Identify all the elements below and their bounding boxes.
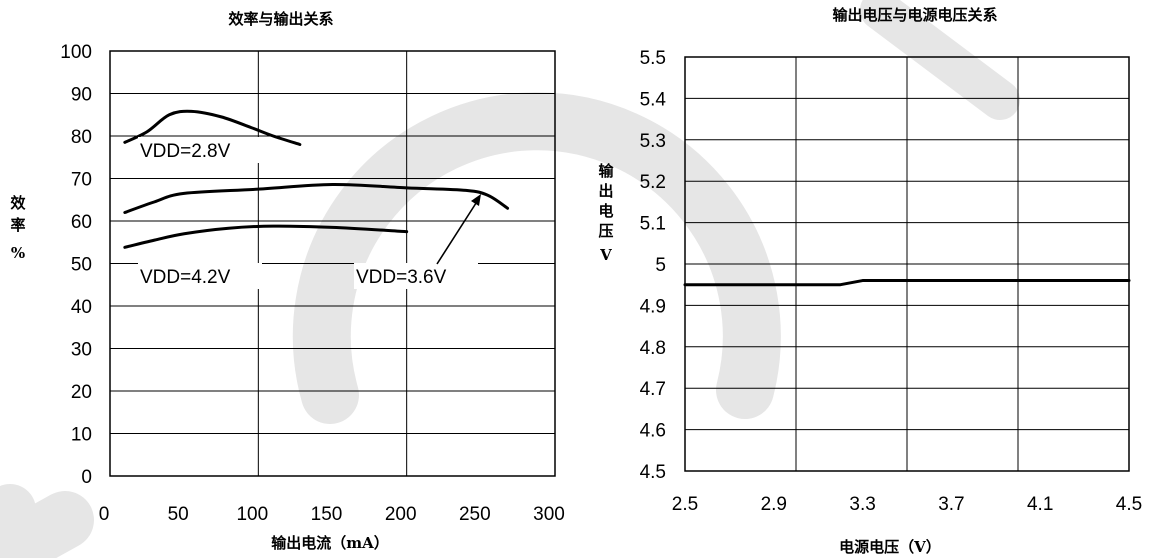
efficiency-series-group bbox=[123, 109, 510, 249]
output-voltage-x-tick-label: 3.7 bbox=[938, 494, 964, 515]
vdd42-label: VDD=4.2V bbox=[140, 267, 231, 288]
efficiency-y-tick-label: 50 bbox=[71, 255, 92, 276]
efficiency-y-tick-label: 10 bbox=[71, 425, 92, 446]
vdd42-label-bg bbox=[138, 263, 262, 289]
efficiency-chart: 效率与输出关系 0 10 20 30 40 50 60 70 80 90 100 0 50 100 150… bbox=[10, 10, 564, 552]
vdd36-label: VDD=3.6V bbox=[356, 267, 447, 288]
efficiency-y-axis-label-2: 率 bbox=[10, 216, 25, 234]
efficiency-series-line-1 bbox=[123, 182, 510, 214]
output-voltage-series-group bbox=[683, 279, 1131, 287]
efficiency-x-tick-label: 150 bbox=[311, 504, 343, 525]
output-voltage-y-tick-label: 5.3 bbox=[640, 131, 666, 152]
output-voltage-chart-title: 输出电压与电源电压关系 bbox=[832, 6, 997, 24]
output-voltage-y-tick-label: 5.5 bbox=[640, 48, 666, 69]
efficiency-x-tick-label: 300 bbox=[533, 504, 565, 525]
output-voltage-y-tick-label: 4.9 bbox=[640, 296, 666, 317]
output-voltage-x-tick-labels: 2.5 2.9 3.3 3.7 4.1 4.5 bbox=[672, 494, 1142, 515]
output-voltage-y-tick-label: 4.5 bbox=[640, 462, 666, 483]
efficiency-y-tick-label: 60 bbox=[71, 212, 92, 233]
output-voltage-y-tick-label: 5.4 bbox=[640, 89, 667, 110]
output-voltage-x-tick-label: 4.1 bbox=[1027, 494, 1053, 515]
efficiency-y-tick-label: 90 bbox=[71, 85, 92, 106]
output-voltage-x-tick-label: 4.5 bbox=[1116, 494, 1142, 515]
output-voltage-y-axis-label-1: 输 bbox=[598, 162, 614, 180]
watermark bbox=[0, 0, 1020, 558]
efficiency-y-axis-label-1: 效 bbox=[10, 194, 26, 212]
efficiency-y-tick-label: 100 bbox=[60, 42, 92, 63]
efficiency-x-tick-label: 250 bbox=[459, 504, 491, 525]
output-voltage-y-axis-label-2: 出 bbox=[598, 182, 613, 200]
output-voltage-y-axis-label-5: V bbox=[599, 246, 612, 264]
output-voltage-y-axis-label-4: 压 bbox=[598, 222, 613, 240]
vdd28-label-bg bbox=[138, 137, 262, 163]
efficiency-x-tick-labels: 0 50 100 150 200 250 300 bbox=[99, 504, 565, 525]
output-voltage-plot-frame bbox=[684, 56, 1130, 472]
output-voltage-y-axis-label-3: 电 bbox=[598, 202, 613, 220]
output-voltage-y-tick-label: 5 bbox=[655, 255, 666, 276]
output-voltage-y-tick-labels: 4.5 4.6 4.7 4.8 4.9 5 5.1 5.2 5.3 5.4 5.5 bbox=[640, 48, 667, 483]
output-voltage-series-line-0 bbox=[683, 279, 1131, 287]
vdd36-arrow-shaft bbox=[436, 199, 479, 265]
output-voltage-y-tick-label: 4.8 bbox=[640, 338, 666, 359]
output-voltage-y-tick-label: 5.2 bbox=[640, 172, 666, 193]
output-voltage-chart: 输出电压与电源电压关系 4.5 4.6 4.7 4.8 4.9 5 5.1 5.2 5.3 5.4… bbox=[598, 6, 1142, 556]
output-voltage-y-tick-label: 5.1 bbox=[640, 214, 666, 235]
efficiency-x-tick-label: 200 bbox=[385, 504, 417, 525]
output-voltage-y-tick-label: 4.7 bbox=[640, 379, 666, 400]
efficiency-x-tick-label: 100 bbox=[236, 504, 268, 525]
efficiency-y-tick-label: 40 bbox=[71, 297, 92, 318]
efficiency-series-line-0 bbox=[123, 109, 302, 146]
vdd28-label: VDD=2.8V bbox=[140, 141, 231, 162]
efficiency-plot-frame bbox=[109, 50, 556, 477]
efficiency-y-tick-labels: 0 10 20 30 40 50 60 70 80 90 100 bbox=[60, 42, 92, 488]
efficiency-x-axis-label: 输出电流（mA） bbox=[271, 534, 389, 552]
efficiency-series-line-2 bbox=[123, 224, 409, 249]
efficiency-y-tick-label: 0 bbox=[81, 467, 92, 488]
output-voltage-x-tick-label: 3.3 bbox=[849, 494, 875, 515]
efficiency-y-tick-label: 20 bbox=[71, 382, 92, 403]
efficiency-x-tick-label: 50 bbox=[168, 504, 189, 525]
vdd36-arrow-head bbox=[471, 194, 481, 206]
output-voltage-x-tick-label: 2.5 bbox=[672, 494, 698, 515]
output-voltage-y-tick-label: 4.6 bbox=[640, 421, 666, 442]
output-voltage-x-axis-label: 电源电压（V） bbox=[839, 538, 941, 556]
efficiency-y-tick-label: 80 bbox=[71, 127, 92, 148]
efficiency-y-tick-label: 70 bbox=[71, 170, 92, 191]
output-voltage-x-tick-label: 2.9 bbox=[761, 494, 787, 515]
efficiency-x-tick-label: 0 bbox=[99, 504, 110, 525]
efficiency-chart-title: 效率与输出关系 bbox=[228, 10, 333, 28]
vdd36-label-bg bbox=[354, 263, 478, 289]
efficiency-y-tick-label: 30 bbox=[71, 340, 92, 361]
efficiency-y-axis-label-3: % bbox=[11, 244, 25, 262]
